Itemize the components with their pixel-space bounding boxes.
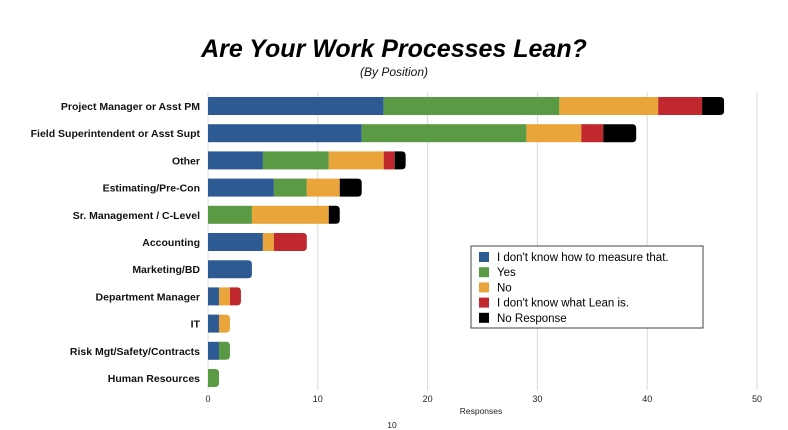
legend-label: I don't know how to measure that. (497, 252, 669, 264)
category-label: Project Manager or Asst PM (61, 101, 200, 113)
category-label: Accounting (142, 237, 200, 249)
bar-segment (208, 151, 263, 170)
legend-swatch (479, 282, 489, 293)
bar-segment (262, 233, 274, 251)
bar-segment (383, 151, 395, 170)
bar-segment (208, 287, 219, 306)
bar-segment (229, 287, 241, 306)
bar-segment (208, 97, 384, 115)
bar-segment (328, 151, 384, 170)
chart-title: Are Your Work Processes Lean? (200, 35, 587, 63)
bar-segment (581, 124, 604, 143)
bar-segment (273, 178, 307, 197)
bar-segment (328, 205, 340, 224)
legend-swatch (479, 267, 489, 278)
legend-label: No (497, 282, 512, 294)
x-tick-label: 10 (313, 394, 323, 404)
legend: I don't know how to measure that. Yes No I … (470, 245, 704, 329)
bar-segment (208, 124, 362, 143)
bar-segment (218, 314, 230, 333)
x-tick-label: 20 (423, 394, 433, 404)
bar-segment (208, 233, 263, 251)
bar-segment (306, 178, 340, 197)
category-label: Risk Mgt/Safety/Contracts (70, 346, 200, 358)
bar-segment (208, 369, 219, 387)
footnote-label: 10 (387, 420, 397, 430)
bar-segment (218, 287, 230, 306)
bar-segment (218, 341, 230, 360)
x-axis-title: Responses (460, 406, 503, 416)
legend-swatch (479, 297, 489, 308)
legend-label: No Response (497, 313, 567, 325)
bar-segment (559, 97, 659, 115)
legend-swatch (479, 252, 489, 262)
bar-segment (208, 260, 252, 279)
bar-segment (394, 151, 406, 170)
x-tick-label: 30 (532, 394, 542, 404)
bar-segment (526, 124, 582, 143)
legend-swatch (479, 312, 489, 323)
bar-segment (208, 205, 252, 224)
bar-segment (208, 178, 274, 197)
category-label: Department Manager (96, 291, 200, 303)
x-tick-label: 50 (752, 394, 762, 404)
bar-segment (658, 97, 703, 115)
legend-label: Yes (497, 267, 516, 279)
category-label: Human Resources (108, 373, 200, 385)
bar-segment (273, 233, 307, 251)
category-label: Estimating/Pre-Con (103, 183, 200, 195)
bar-segment (603, 124, 637, 143)
x-tick-label: 40 (642, 394, 652, 404)
x-tick-labels: 0 10 20 30 40 50 (205, 394, 762, 404)
category-label: Sr. Management / C-Level (73, 210, 200, 222)
chart-subtitle: (By Position) (360, 65, 428, 79)
bar-segment (702, 97, 725, 115)
legend-label: I don't know what Lean is. (497, 298, 629, 310)
bar-segment (208, 341, 219, 360)
bar-segment (361, 124, 527, 143)
legend-box (470, 245, 704, 329)
category-label: IT (191, 319, 201, 331)
x-tick-label: 0 (205, 394, 210, 404)
category-labels: Project Manager or Asst PM Field Superint… (31, 101, 201, 385)
category-label: Field Superintendent or Asst Supt (31, 128, 201, 140)
bar-segment (383, 97, 560, 115)
bar-segment (339, 178, 362, 197)
bar-segment (208, 314, 219, 333)
bars (208, 97, 725, 387)
bar-segment (251, 205, 329, 224)
category-label: Marketing/BD (132, 264, 200, 276)
category-label: Other (172, 155, 200, 167)
bar-segment (262, 151, 329, 170)
